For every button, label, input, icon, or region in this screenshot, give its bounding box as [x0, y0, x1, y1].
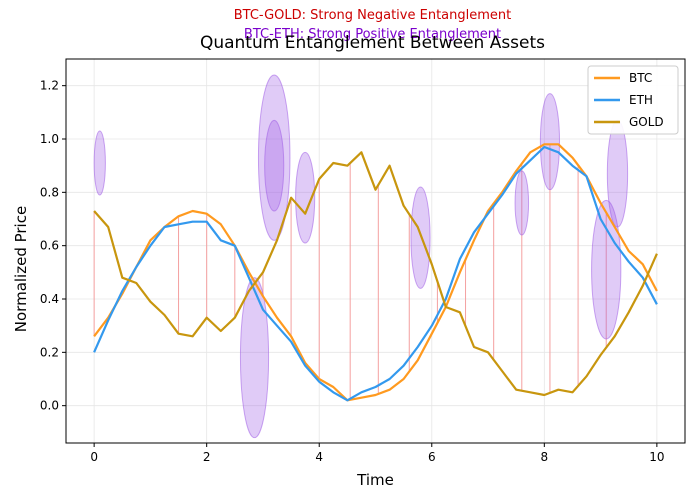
- annotation-negative: BTC-GOLD: Strong Negative Entanglement: [233, 8, 512, 23]
- series-line-btc: [93, 143, 658, 402]
- entanglement-cloud: [514, 170, 530, 236]
- legend-label-btc: BTC: [629, 71, 652, 85]
- entanglement-cloud: [606, 119, 629, 228]
- entanglement-cloud: [239, 277, 270, 439]
- entanglement-cloud: [264, 119, 285, 212]
- entanglement-cloud: [591, 199, 622, 340]
- series-line-gold: [93, 151, 658, 397]
- x-tick-label: 4: [315, 450, 323, 464]
- x-axis-label: Time: [357, 471, 394, 489]
- series-line-eth: [93, 145, 658, 402]
- y-tick-label: 0.6: [40, 239, 59, 253]
- x-tick-label: 6: [428, 450, 436, 464]
- entanglement-cloud: [539, 93, 561, 191]
- plot-frame: [65, 58, 686, 444]
- legend-label-eth: ETH: [629, 93, 653, 107]
- x-tick-label: 8: [540, 450, 548, 464]
- x-tick-label: 2: [203, 450, 211, 464]
- x-tick-label: 10: [649, 450, 664, 464]
- entanglement-cloud: [295, 151, 316, 244]
- y-tick-label: 0.8: [40, 185, 59, 199]
- y-tick-label: 0.0: [40, 399, 59, 413]
- y-tick-label: 1.0: [40, 132, 59, 146]
- chart-title: Quantum Entanglement Between Assets: [199, 33, 546, 53]
- y-tick-label: 1.2: [40, 79, 59, 93]
- annotation-positive: BTC-ETH: Strong Positive Entanglement: [243, 27, 502, 42]
- legend-box: [587, 65, 679, 135]
- x-tick-label: 0: [90, 450, 98, 464]
- y-tick-label: 0.4: [40, 292, 59, 306]
- y-axis-label: Normalized Price: [12, 205, 30, 333]
- entanglement-cloud: [410, 186, 431, 289]
- y-tick-label: 0.2: [40, 345, 59, 359]
- entanglement-cloud: [257, 74, 291, 241]
- entanglement-cloud: [93, 130, 106, 196]
- legend-label-gold: GOLD: [629, 115, 664, 129]
